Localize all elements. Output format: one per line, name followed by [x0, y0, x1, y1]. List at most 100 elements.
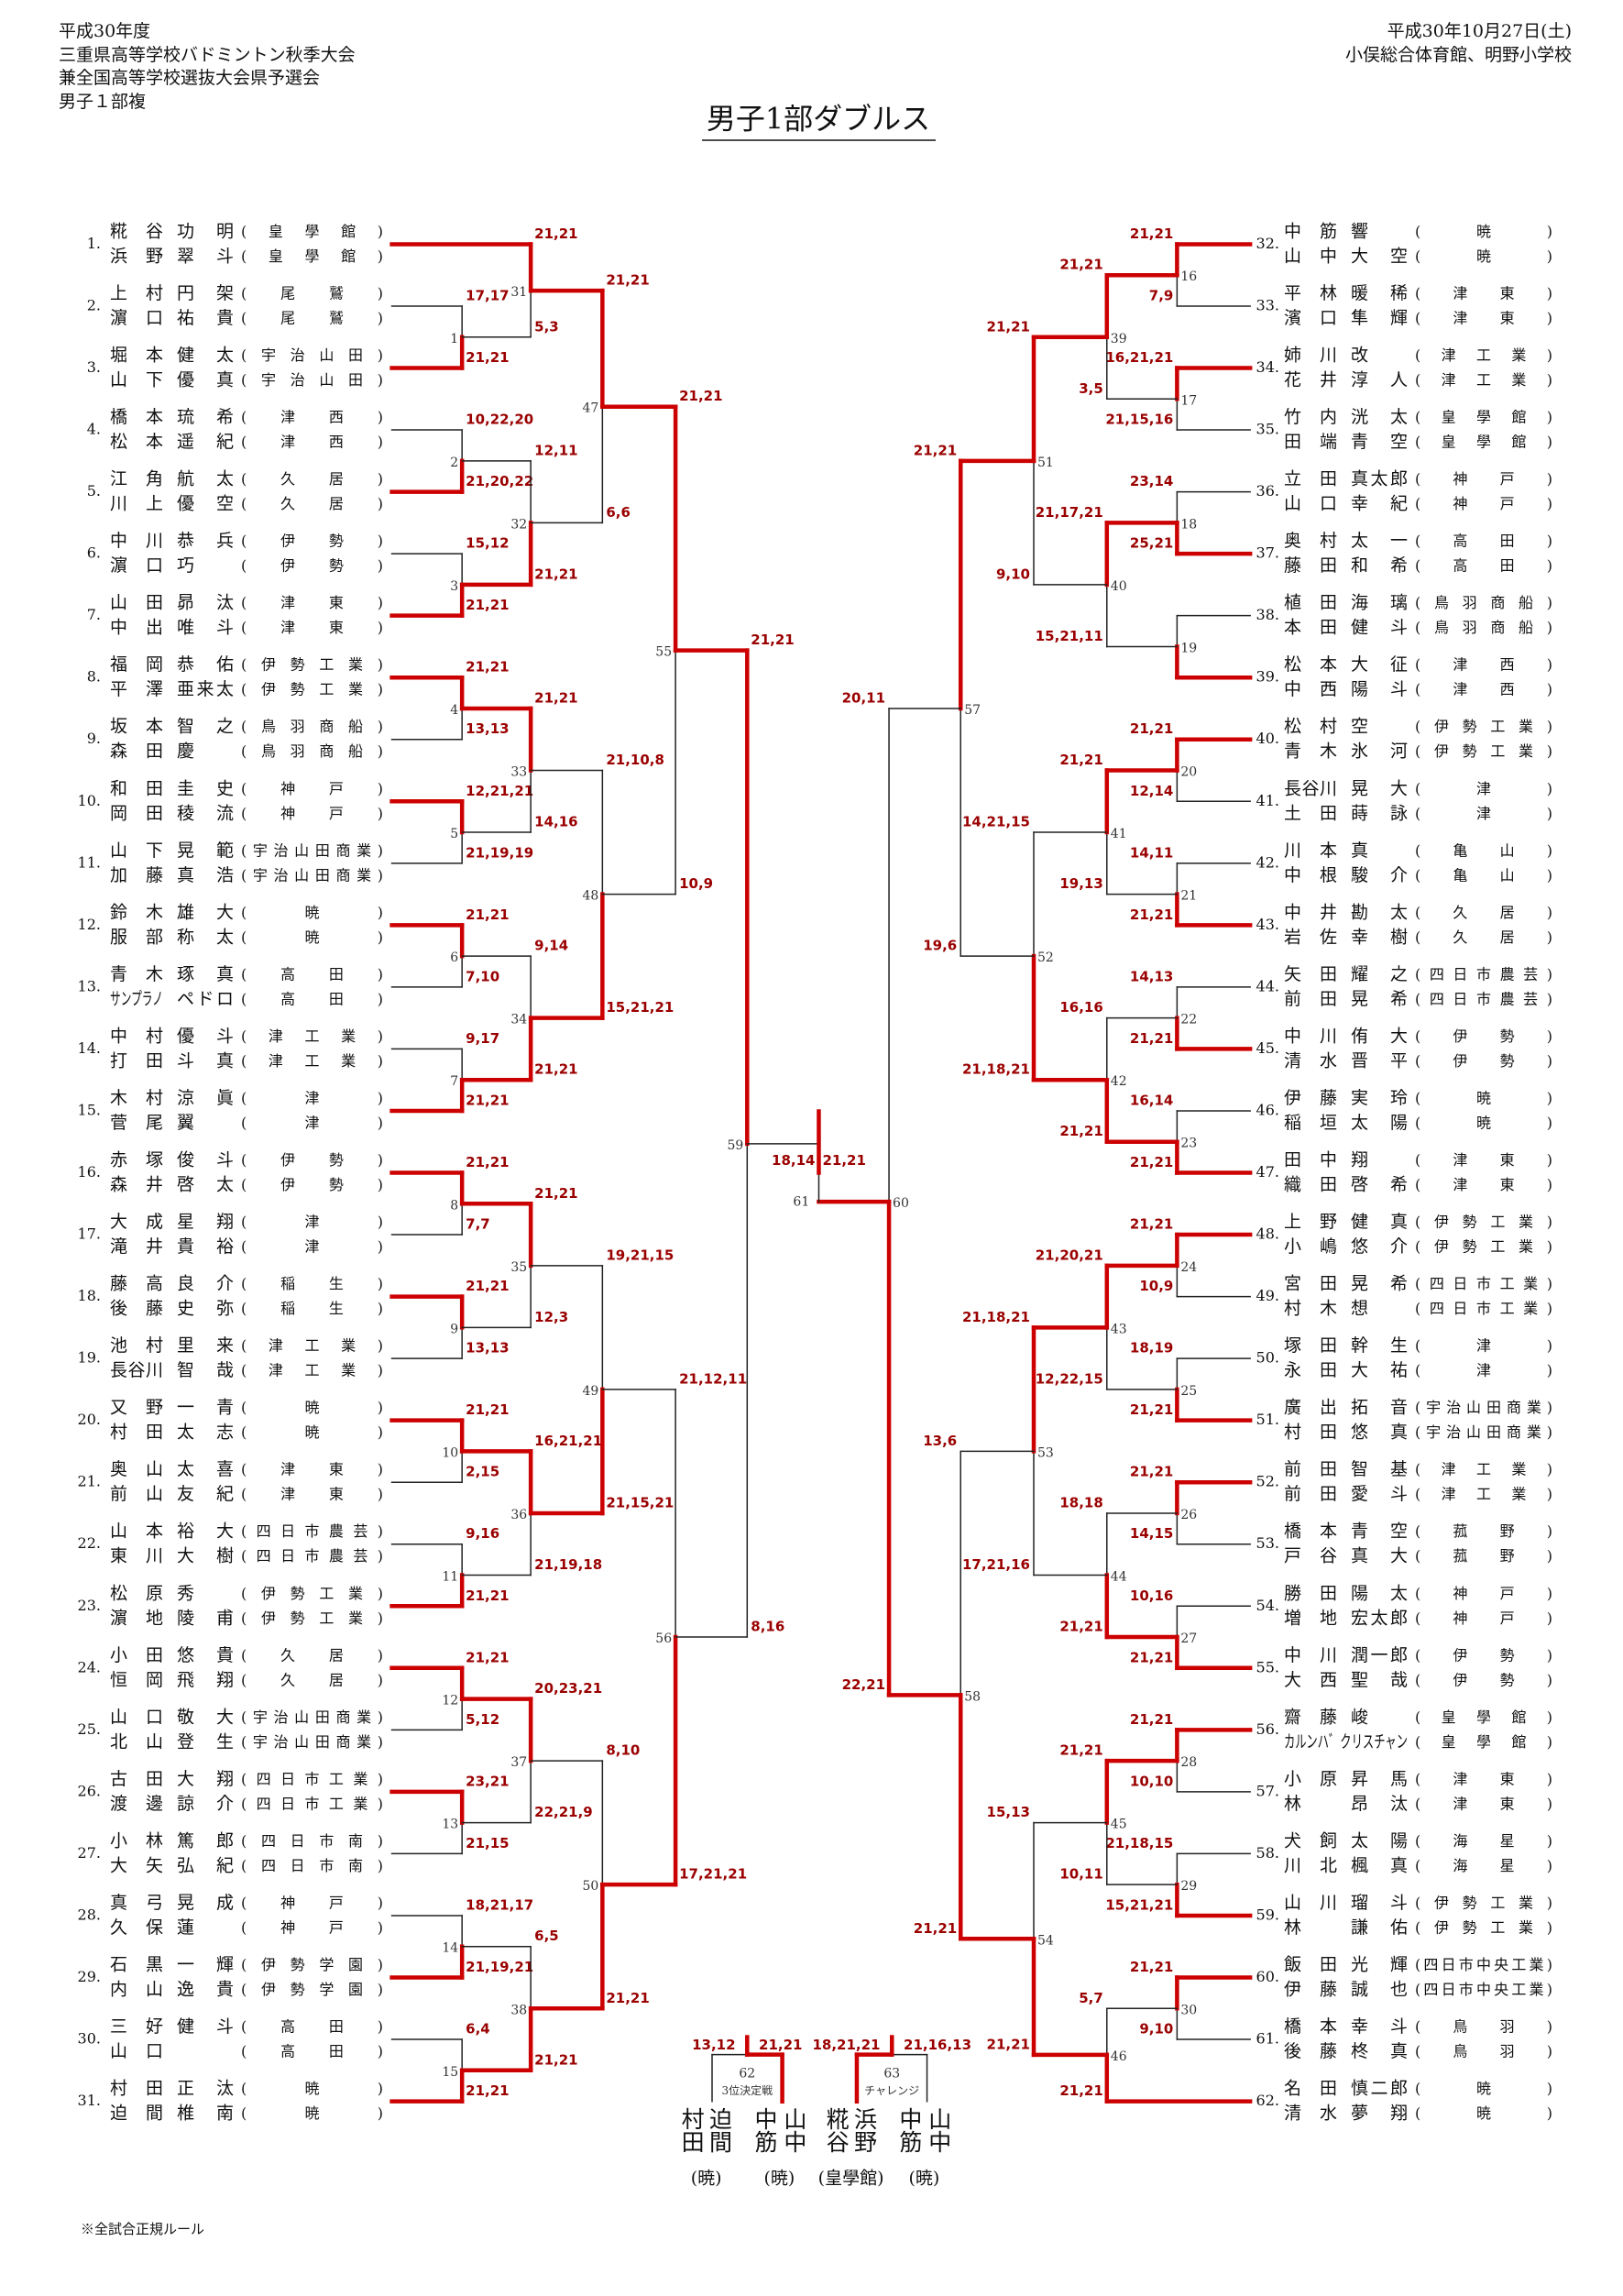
- player-given-name: 太陽: [1351, 1830, 1408, 1851]
- player-surname: 鈴木: [110, 902, 163, 922]
- footer-note: ※全試合正規ルール: [81, 2221, 204, 2237]
- player-surname: 廣出: [1284, 1398, 1337, 1418]
- team-number: 61.: [1256, 2030, 1279, 2048]
- match-score: 21,21: [466, 659, 509, 676]
- player-given-name: 諒介: [177, 1794, 234, 1814]
- player-school: (津東): [1415, 309, 1552, 326]
- match-score: 22,21: [842, 1676, 885, 1693]
- match-score: 5,3: [534, 318, 559, 335]
- player-surname: 松本: [110, 432, 163, 452]
- playoff-score: 13,12: [692, 2037, 735, 2053]
- player-surname: 橋本: [1284, 2016, 1337, 2037]
- match-number: 11: [442, 1570, 458, 1585]
- match-number: 46: [1111, 2049, 1127, 2064]
- player-given-name: 幸紀: [1351, 494, 1408, 514]
- team-number: 12.: [78, 916, 101, 933]
- player-surname: 大西: [1284, 1670, 1337, 1690]
- match-number: 43: [1111, 1322, 1127, 1336]
- match-number: 23: [1180, 1137, 1197, 1151]
- player-surname: 大矢: [110, 1855, 163, 1875]
- player-given-name: 楓真: [1351, 1855, 1408, 1875]
- match-score: 21,21: [1130, 1216, 1173, 1233]
- player-school: (久居): [241, 495, 383, 512]
- player-surname: 増地: [1284, 1608, 1337, 1628]
- team-number: 17.: [78, 1225, 101, 1243]
- team-number: 4.: [87, 421, 101, 438]
- player-school: (菰野): [1415, 1522, 1552, 1540]
- player-school: (久居): [241, 1646, 383, 1664]
- player-surname: 塚田: [1284, 1335, 1337, 1356]
- player-given-name: 琉希: [177, 407, 234, 427]
- match-score: 21,21: [751, 632, 794, 648]
- player-school: (津東): [1415, 1176, 1552, 1193]
- playoff-school: (皇學館): [818, 2168, 884, 2188]
- playoff-score: 21,21: [759, 2037, 802, 2053]
- player-given-name: 柊真: [1351, 2041, 1408, 2061]
- player-surname: 田中: [1284, 1150, 1337, 1170]
- player-given-name: 大征: [1351, 654, 1408, 675]
- team-number: 19.: [78, 1349, 101, 1367]
- match-number: 62: [739, 2066, 755, 2081]
- player-given-name: 敬大: [177, 1707, 234, 1727]
- player-given-name: 改: [1351, 346, 1368, 366]
- player-given-name: 飛翔: [177, 1670, 234, 1690]
- player-school: (宇治山田商業): [1415, 1423, 1552, 1441]
- match-score: 21,20,22: [466, 473, 533, 489]
- player-given-name: 啓希: [1351, 1175, 1408, 1195]
- player-school: (神戸): [241, 1894, 383, 1911]
- player-surname: 清水: [1284, 1050, 1337, 1071]
- player-school: (神戸): [1415, 470, 1552, 488]
- team-number: 52.: [1256, 1473, 1279, 1490]
- match-score: 12,3: [534, 1309, 568, 1325]
- player-given-name: 一輝: [177, 1954, 234, 1974]
- match-number: 10: [442, 1445, 458, 1460]
- player-given-name: 史弥: [177, 1299, 234, 1319]
- team-number: 36.: [1256, 482, 1279, 500]
- player-school: (津西): [1415, 656, 1552, 674]
- match-score: 21,21: [466, 349, 509, 366]
- player-school: (稲生): [241, 1275, 383, 1292]
- player-school: (津東): [1415, 1795, 1552, 1812]
- player-school: (津工業): [241, 1362, 383, 1379]
- match-number: 45: [1111, 1818, 1127, 1832]
- player-surname: 三好: [110, 2016, 163, 2037]
- match-score: 21,15: [466, 1835, 509, 1851]
- player-surname: 戸谷: [1284, 1546, 1337, 1566]
- match-score: 21,21: [466, 906, 509, 923]
- team-number: 39.: [1256, 668, 1279, 686]
- team-number: 41.: [1256, 792, 1279, 809]
- match-number: 61: [793, 1194, 809, 1209]
- team-number: 11.: [78, 853, 101, 871]
- header-right-line: 小俣総合体育館、明野小学校: [1345, 45, 1572, 65]
- match-number: 27: [1180, 1631, 1197, 1646]
- team-number: 20.: [78, 1411, 101, 1428]
- player-name: 山口: [110, 2041, 163, 2061]
- player-surname: 渡邊: [110, 1794, 163, 1814]
- player-surname: 植田: [1284, 593, 1337, 613]
- player-school: (津西): [241, 434, 383, 451]
- match-number: 13: [442, 1818, 458, 1832]
- player-surname: 森井: [110, 1175, 163, 1195]
- player-surname: 江角: [110, 469, 163, 489]
- match-number: 52: [1037, 950, 1054, 965]
- player-given-name: 大空: [1351, 246, 1408, 266]
- player-given-name: 啓太: [177, 1175, 234, 1195]
- match-score: 21,21: [1059, 1123, 1102, 1139]
- player-school: (神戸): [1415, 1585, 1552, 1602]
- player-surname: 小原: [1284, 1769, 1337, 1789]
- player-surname: 松村: [1284, 717, 1337, 737]
- match-score: 21,21: [1130, 1030, 1173, 1047]
- match-score: 21,21: [987, 2036, 1030, 2052]
- match-score: 21,21: [1130, 1464, 1173, 1480]
- player-surname: 菅尾: [110, 1113, 163, 1133]
- player-given-name: 翠斗: [177, 246, 234, 266]
- match-score: 19,6: [923, 938, 957, 954]
- match-score: 21,20,21: [1036, 1247, 1103, 1263]
- player-surname: 松原: [110, 1583, 163, 1603]
- player-given-name: 功明: [177, 221, 234, 241]
- team-number: 56.: [1256, 1720, 1279, 1738]
- team-number: 57.: [1256, 1782, 1279, 1799]
- team-number: 29.: [78, 1968, 101, 1985]
- player-given-name: 翼: [177, 1113, 194, 1133]
- match-score: 21,21: [1059, 2082, 1102, 2099]
